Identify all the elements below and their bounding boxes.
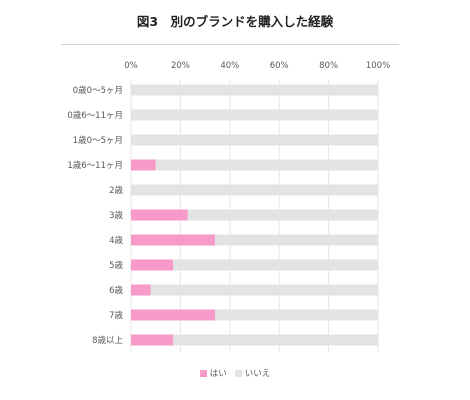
chart-title: 図3 別のブランドを購入した経験 (136, 14, 334, 29)
title-divider (61, 44, 399, 45)
bar-segment-no (131, 184, 378, 196)
legend-swatch-yes (199, 369, 207, 377)
bar-segment-yes (131, 159, 156, 171)
y-category-label: 0歳0〜5ヶ月 (73, 85, 123, 96)
bar-segment-yes (131, 309, 215, 321)
legend: はい いいえ (0, 367, 470, 379)
x-tick-label: 100% (366, 61, 390, 71)
bar-segment-no (187, 209, 378, 221)
x-tick-label: 0% (124, 61, 138, 71)
x-tick-label: 80% (319, 61, 338, 71)
y-category-label: 1歳0〜5ヶ月 (73, 135, 123, 146)
x-tick-label: 40% (220, 61, 239, 71)
bar-segment-no (214, 234, 378, 246)
y-category-label: 5歳 (109, 260, 123, 271)
bar-segment-yes (131, 334, 173, 346)
y-category-label: 2歳 (109, 185, 123, 196)
bar-segment-yes (131, 209, 188, 221)
bar-segment-yes (131, 284, 151, 296)
legend-label-no: いいえ (244, 369, 271, 379)
bar-segment-no (172, 334, 378, 346)
y-category-label: 8歳以上 (92, 335, 123, 346)
legend-label-yes: はい (209, 369, 227, 379)
y-category-label: 4歳 (109, 235, 123, 246)
bar-segment-no (131, 134, 378, 146)
bar-segment-no (131, 109, 378, 121)
bar-segment-no (155, 159, 378, 171)
legend-item-no: いいえ (234, 367, 271, 379)
x-tick-label: 60% (270, 61, 289, 71)
bar-segment-no (150, 284, 378, 296)
y-category-label: 1歳6〜11ヶ月 (67, 160, 123, 171)
legend-item-yes: はい (199, 367, 227, 379)
bar-segment-yes (131, 259, 173, 271)
legend-swatch-no (234, 369, 242, 377)
y-category-label: 0歳6〜11ヶ月 (67, 110, 123, 121)
y-category-label: 6歳 (109, 285, 123, 296)
bar-segment-yes (131, 234, 215, 246)
bar-segment-no (131, 84, 378, 96)
bar-segment-no (172, 259, 378, 271)
y-category-label: 7歳 (109, 310, 123, 321)
y-category-label: 3歳 (109, 210, 123, 221)
bar-segment-no (214, 309, 378, 321)
x-tick-label: 20% (171, 61, 190, 71)
